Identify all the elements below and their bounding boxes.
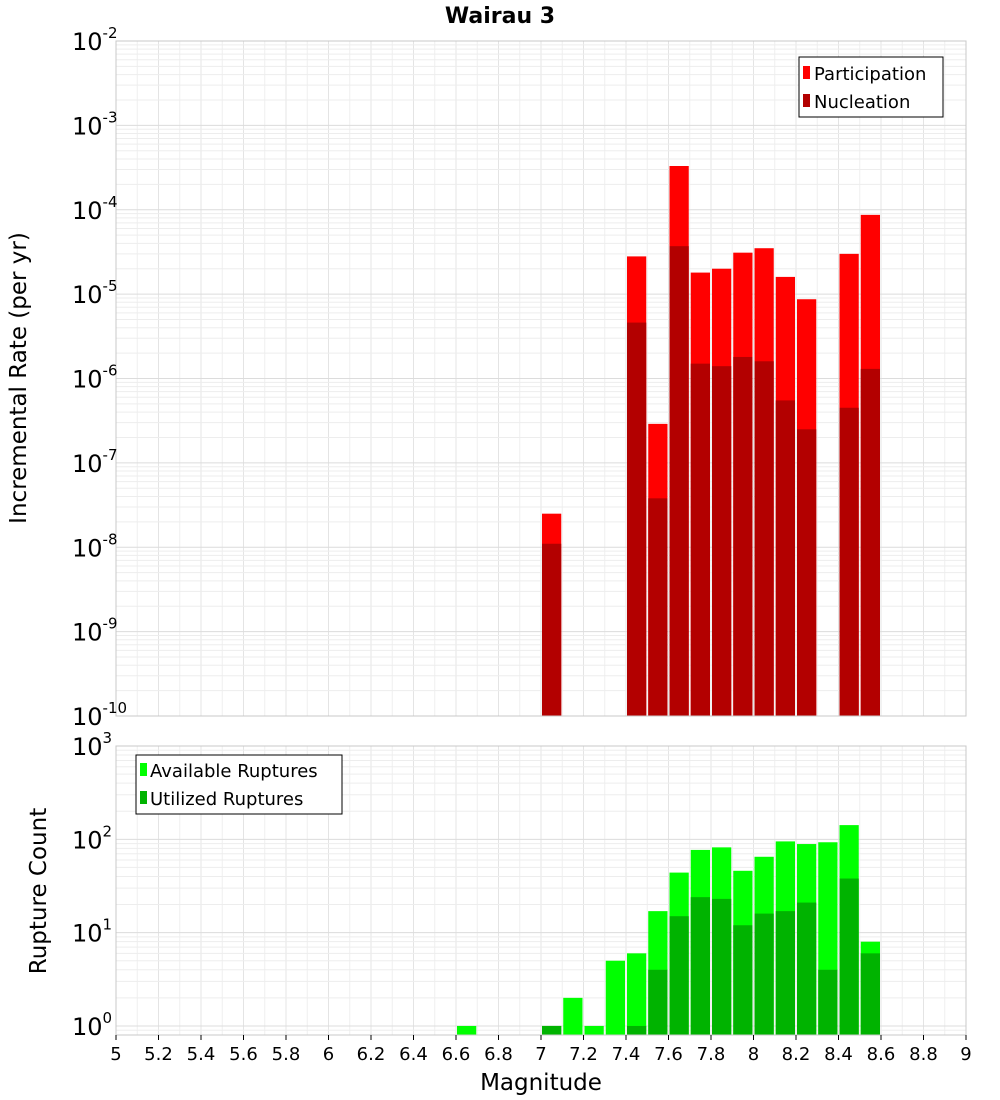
x-axis-label: Magnitude [480,1070,602,1096]
count-utilized-ruptures-bar [669,916,689,1035]
count-utilized-ruptures-bar [690,897,710,1035]
rate-nucleation-bar [648,498,668,716]
x-tick-label: 8.2 [782,1044,811,1065]
x-tick-label: 7 [535,1044,546,1065]
count-utilized-ruptures-bar [860,953,880,1035]
count-utilized-ruptures-bar [754,913,774,1035]
rate-nucleation-bar [860,368,880,716]
count-y-ticks: 103 102 101 100 [72,729,112,1041]
rate-y-tick-label: 10-6 [72,362,118,394]
count-utilized-ruptures-bar [648,969,668,1035]
x-ticks: 5 5.2 5.4 5.6 5.8 6 6.2 6.4 6.6 6.8 7 7.2 7.4 7.6 7.8 8… [110,1035,972,1065]
count-panel: 103 102 101 100 Rupture Count Available Rup… [26,729,972,1096]
count-utilized-ruptures-bar [542,1025,562,1035]
rate-y-tick-label: 10-3 [72,108,118,140]
count-available-ruptures-bar [627,953,647,1035]
count-y-tick-label: 102 [72,822,112,854]
rate-y-tick-label: 10-4 [72,193,118,225]
count-available-ruptures-bar [563,997,583,1035]
available-swatch [140,763,147,776]
rate-grid [115,40,967,717]
rate-nucleation-bar [733,356,753,716]
utilized-legend-label: Utilized Ruptures [150,789,303,810]
rate-nucleation-bar [775,400,795,716]
x-tick-label: 5.2 [144,1044,173,1065]
available-legend-label: Available Ruptures [150,761,318,782]
x-tick-label: 5.8 [272,1044,301,1065]
participation-legend-label: Participation [814,64,926,85]
x-tick-label: 7.4 [612,1044,641,1065]
count-y-axis-label: Rupture Count [26,808,52,974]
rate-legend-box [798,56,944,118]
rate-y-tick-label: 10-8 [72,530,118,562]
x-tick-label: 8.4 [824,1044,853,1065]
x-tick-label: 9 [960,1044,971,1065]
x-tick-label: 7.2 [569,1044,598,1065]
count-utilized-ruptures-bar [775,911,795,1035]
x-tick-label: 5 [110,1044,121,1065]
count-utilized-ruptures-bar [627,1025,647,1035]
count-legend: Available Ruptures Utilized Ruptures [135,754,343,815]
rate-y-tick-label: 10-9 [72,615,118,647]
rate-nucleation-bar [839,407,859,716]
nucleation-legend-label: Nucleation [814,92,910,113]
x-tick-label: 6.8 [484,1044,513,1065]
utilized-swatch [140,791,147,804]
count-available-ruptures-bar [605,960,625,1035]
count-bars [457,825,880,1035]
count-legend-box [135,754,343,815]
rate-panel: 10-2 10-3 10-4 10-5 10-6 10-7 10-8 10-9 10-10 In… [6,24,967,731]
rate-y-tick-label: 10-10 [72,699,127,731]
rate-y-tick-label: 10-2 [72,24,118,56]
rate-nucleation-bar [712,366,732,716]
participation-swatch [803,66,810,79]
rate-nucleation-bar [754,361,774,716]
count-y-tick-label: 100 [72,1009,112,1041]
x-tick-label: 6.2 [357,1044,386,1065]
count-utilized-ruptures-bar [797,902,817,1035]
rate-plot-border [115,40,967,717]
x-tick-label: 7.8 [697,1044,726,1065]
rate-y-tick-label: 10-5 [72,277,118,309]
count-utilized-ruptures-bar [733,925,753,1035]
nucleation-swatch [803,94,810,107]
count-utilized-ruptures-bar [712,898,732,1035]
count-utilized-ruptures-bar [839,878,859,1035]
x-tick-label: 6 [323,1044,334,1065]
rate-nucleation-bar [797,429,817,716]
count-y-tick-label: 103 [72,729,112,761]
rate-nucleation-bar [669,246,689,716]
rate-bars [542,166,880,717]
rate-y-ticks: 10-2 10-3 10-4 10-5 10-6 10-7 10-8 10-9 10-10 [72,24,127,731]
count-utilized-ruptures-bar [818,969,838,1035]
rate-legend: Participation Nucleation [798,56,944,118]
chart-title: Wairau 3 [445,4,555,29]
rate-y-tick-label: 10-7 [72,446,118,478]
rate-nucleation-bar [542,543,562,716]
x-tick-label: 8.6 [867,1044,896,1065]
x-tick-label: 8.8 [909,1044,938,1065]
x-tick-label: 6.4 [399,1044,428,1065]
x-tick-label: 7.6 [654,1044,683,1065]
x-tick-label: 6.6 [442,1044,471,1065]
x-tick-label: 5.4 [187,1044,216,1065]
rate-y-axis-label: Incremental Rate (per yr) [6,232,32,524]
count-available-ruptures-bar [584,1025,604,1035]
x-tick-label: 5.6 [229,1044,258,1065]
rate-nucleation-bar [627,322,647,716]
count-available-ruptures-bar [457,1025,477,1035]
count-y-tick-label: 101 [72,916,112,948]
x-tick-label: 8 [748,1044,759,1065]
rate-nucleation-bar [690,363,710,716]
